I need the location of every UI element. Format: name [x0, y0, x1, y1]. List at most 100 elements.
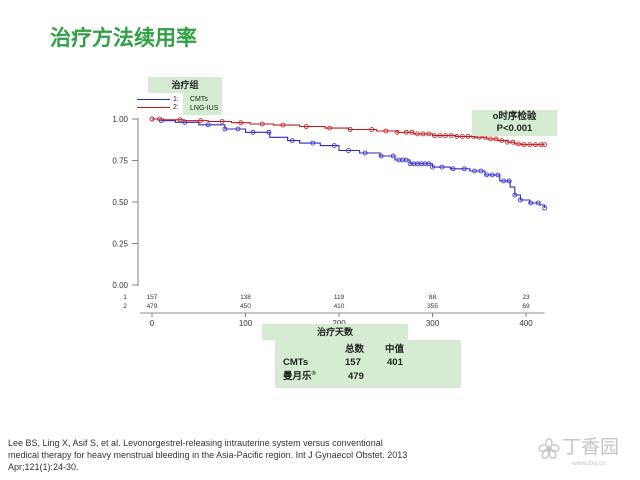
- lng-ius-censor-mark: [533, 142, 538, 148]
- lng-ius-censor-mark: [369, 127, 375, 132]
- legend-key-2: 2:: [173, 104, 179, 111]
- risk-count: 88: [429, 294, 437, 301]
- risk-count: 479: [147, 303, 158, 310]
- x-tick-label: 300: [426, 319, 440, 328]
- summary-col-median: 中值: [385, 344, 405, 355]
- lng-ius-censor-mark: [465, 133, 471, 139]
- x-tick-label: 0: [150, 319, 155, 328]
- risk-count: 157: [147, 294, 158, 301]
- y-tick-label: 0.75: [112, 157, 128, 166]
- lng-ius-censor-mark: [510, 139, 516, 145]
- summary-median-value: 401: [387, 357, 403, 368]
- logrank-p-value: P<0.001: [496, 123, 533, 134]
- cmts-censor-mark: [506, 178, 512, 184]
- lng-ius-censor-mark: [420, 131, 426, 137]
- watermark-brand: 丁香园: [562, 437, 620, 458]
- x-tick-label: 400: [519, 319, 533, 328]
- lng-ius-censor-mark: [431, 133, 437, 139]
- risk-row-label: 1: [123, 294, 127, 301]
- citation-line: Apr;121(1):24-30.: [8, 462, 79, 472]
- risk-count: 450: [240, 303, 251, 310]
- cmts-censor-mark: [478, 168, 484, 174]
- risk-count: 355: [427, 303, 438, 310]
- cmts-censor-mark: [450, 166, 456, 172]
- lng-ius-censor-mark: [219, 119, 225, 124]
- cmts-censor-mark: [426, 161, 432, 167]
- cmts-censor-mark: [310, 140, 316, 146]
- lng-ius-censor-mark: [448, 133, 454, 139]
- lng-ius-censor-mark: [303, 124, 309, 129]
- lng-ius-censor-mark: [499, 138, 505, 144]
- risk-count: 119: [334, 294, 345, 301]
- cmts-censor-mark: [518, 197, 523, 203]
- cmts-censor-mark: [484, 172, 490, 178]
- lng-ius-censor-mark: [459, 133, 465, 139]
- lng-ius-censor-mark: [347, 127, 353, 132]
- lng-ius-censor-mark: [521, 142, 527, 148]
- x-axis-label: 治疗天数: [262, 324, 408, 340]
- cmts-censor-mark: [489, 172, 495, 178]
- y-tick-label: 0.50: [112, 198, 128, 207]
- cmts-censor-mark: [528, 200, 534, 206]
- legend-label-cmts: CMTs: [190, 96, 208, 103]
- cmts-censor-mark: [289, 138, 295, 144]
- risk-count: 23: [522, 294, 530, 301]
- logrank-test-label: o时序检验: [492, 111, 537, 122]
- citation-line: Lee BS, Ling X, Asif S, et al. Levonorge…: [8, 438, 383, 448]
- cmts-censor-mark: [378, 153, 384, 159]
- cmts-censor-mark: [235, 126, 241, 132]
- cmts-censor-mark: [266, 129, 272, 135]
- legend-key-1: 1:: [173, 96, 179, 103]
- cmts-censor-mark: [501, 178, 507, 184]
- lng-ius-censor-mark: [238, 120, 244, 126]
- cmts-censor-mark: [542, 205, 548, 211]
- risk-row-label: 2: [123, 303, 127, 310]
- citation-line: medical therapy for heavy menstrual blee…: [8, 450, 408, 460]
- lng-ius-censor-mark: [426, 131, 432, 137]
- cmts-censor-mark: [461, 166, 467, 172]
- summary-total-value: 157: [345, 357, 361, 368]
- lng-ius-censor-mark: [516, 141, 521, 147]
- legend-swatch-lng-ius: [137, 107, 170, 108]
- cmts-censor-mark: [495, 172, 501, 178]
- summary-total-value: 479: [348, 371, 364, 382]
- legend-names-panel: CMTs LNG-IUS: [183, 93, 222, 115]
- cmts-censor-mark: [430, 164, 435, 170]
- legend-swatch-cmts: [137, 99, 170, 100]
- dxy-flower-logo-icon: [538, 438, 560, 459]
- slide-title: 治疗方法续用率: [50, 27, 197, 50]
- cmts-censor-mark: [439, 164, 445, 170]
- cmts-censor-mark: [222, 126, 228, 132]
- lng-ius-censor-mark: [198, 118, 204, 124]
- lng-ius-censor-mark: [504, 139, 510, 145]
- lng-ius-censor-mark: [409, 129, 415, 135]
- lng-ius-censor-mark: [527, 142, 533, 148]
- summary-col-total: 总数: [345, 344, 365, 355]
- lng-ius-censor-mark: [415, 131, 420, 137]
- watermark: 丁香园 www.dxy.cn: [538, 436, 630, 472]
- lng-ius-censor-mark: [493, 136, 499, 142]
- y-tick-label: 0.25: [112, 240, 128, 249]
- cmts-censor-mark: [403, 157, 409, 163]
- cmts-censor-mark: [512, 192, 518, 198]
- lng-ius-censor-mark: [327, 125, 333, 131]
- lng-ius-censor-mark: [157, 116, 162, 122]
- lng-ius-censor-mark: [149, 116, 155, 122]
- lng-ius-censor-mark: [488, 136, 493, 142]
- lng-ius-censor-mark: [403, 129, 409, 135]
- summary-row-label-text: 曼月乐: [283, 371, 312, 382]
- lng-ius-censor-mark: [394, 129, 400, 135]
- x-tick-label: 200: [332, 319, 346, 328]
- cmts-censor-mark: [535, 200, 541, 206]
- lng-ius-censor-mark: [542, 142, 548, 148]
- lng-ius-censor-mark: [259, 121, 265, 127]
- y-tick-label: 1.00: [112, 115, 128, 124]
- lng-ius-censor-mark: [383, 128, 389, 134]
- cmts-censor-mark: [362, 150, 368, 156]
- lng-ius-censor-mark: [454, 133, 460, 139]
- watermark-url: www.dxy.cn: [572, 460, 606, 467]
- cmts-censor-mark: [390, 153, 396, 159]
- y-tick-label: 0.00: [112, 281, 128, 290]
- lng-ius-censor-mark: [280, 122, 286, 128]
- lng-ius-censor-mark: [177, 117, 183, 123]
